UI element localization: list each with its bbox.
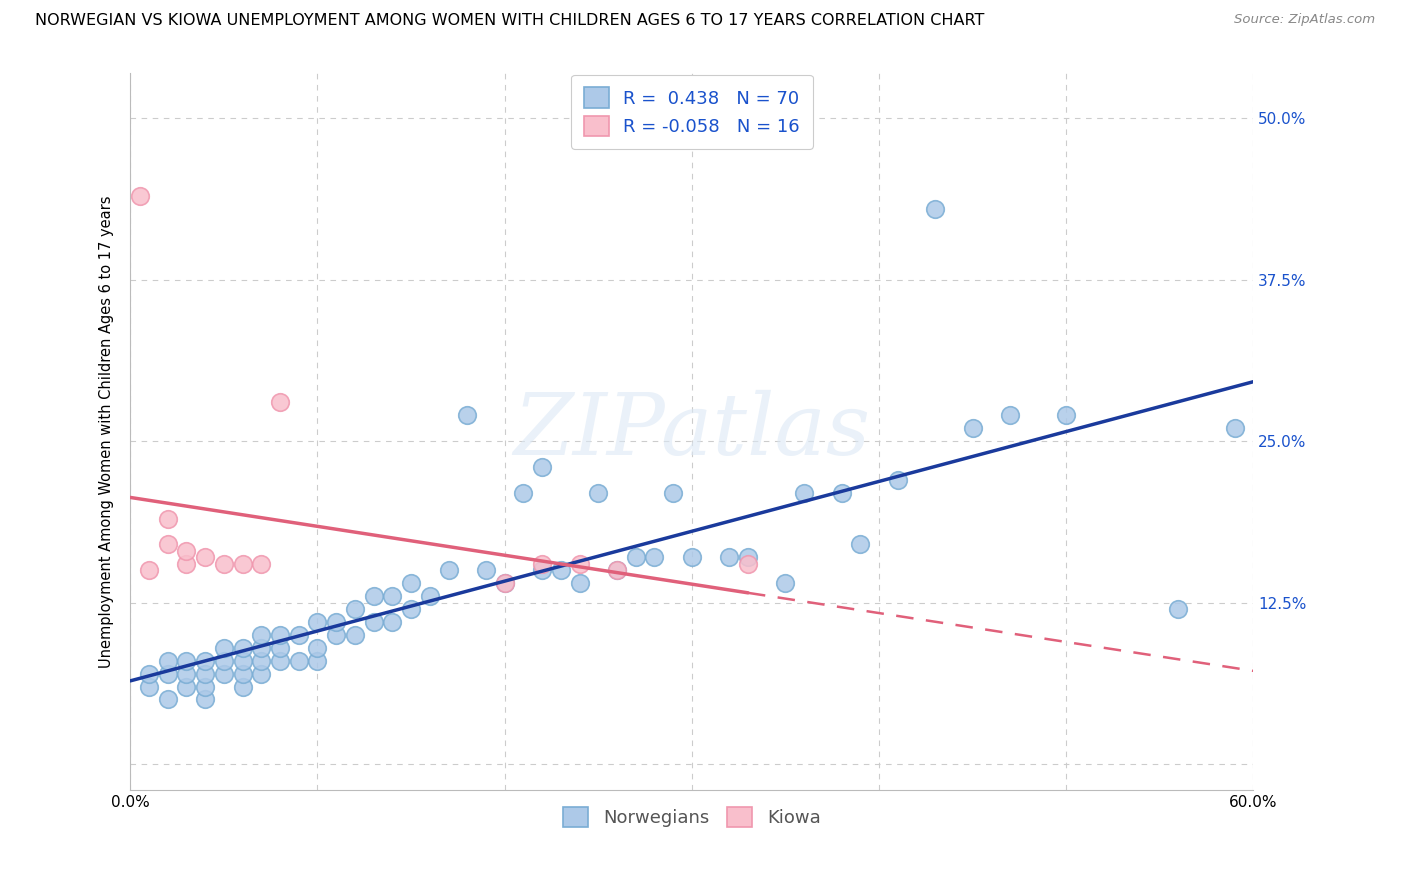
Point: [849, 537, 872, 551]
Point: [269, 654, 291, 668]
Point: [307, 640, 329, 655]
Point: [250, 654, 273, 668]
Point: [176, 680, 198, 694]
Point: [212, 557, 235, 571]
Point: [475, 563, 498, 577]
Point: [531, 563, 554, 577]
Point: [586, 485, 609, 500]
Point: [138, 666, 160, 681]
Point: [138, 563, 160, 577]
Point: [250, 640, 273, 655]
Point: [212, 640, 235, 655]
Point: [156, 537, 179, 551]
Point: [531, 557, 554, 571]
Point: [568, 576, 591, 591]
Point: [531, 460, 554, 475]
Point: [287, 654, 309, 668]
Legend: Norwegians, Kiowa: Norwegians, Kiowa: [555, 799, 828, 835]
Point: [831, 485, 853, 500]
Point: [606, 563, 628, 577]
Point: [250, 666, 273, 681]
Point: [381, 589, 404, 603]
Point: [269, 628, 291, 642]
Point: [343, 628, 366, 642]
Point: [287, 628, 309, 642]
Point: [176, 557, 198, 571]
Point: [307, 615, 329, 629]
Point: [250, 557, 273, 571]
Point: [176, 544, 198, 558]
Point: [269, 395, 291, 409]
Point: [494, 576, 516, 591]
Point: [194, 692, 217, 706]
Point: [194, 680, 217, 694]
Text: ZIPatlas: ZIPatlas: [513, 390, 870, 473]
Point: [924, 202, 946, 216]
Point: [1223, 421, 1246, 435]
Point: [681, 550, 703, 565]
Y-axis label: Unemployment Among Women with Children Ages 6 to 17 years: Unemployment Among Women with Children A…: [100, 195, 114, 668]
Point: [494, 576, 516, 591]
Point: [662, 485, 685, 500]
Point: [399, 602, 422, 616]
Text: NORWEGIAN VS KIOWA UNEMPLOYMENT AMONG WOMEN WITH CHILDREN AGES 6 TO 17 YEARS COR: NORWEGIAN VS KIOWA UNEMPLOYMENT AMONG WO…: [35, 13, 984, 29]
Point: [419, 589, 441, 603]
Point: [1167, 602, 1189, 616]
Point: [156, 692, 179, 706]
Point: [194, 654, 217, 668]
Point: [232, 666, 254, 681]
Point: [156, 654, 179, 668]
Point: [250, 628, 273, 642]
Point: [886, 473, 908, 487]
Point: [194, 666, 217, 681]
Point: [194, 550, 217, 565]
Point: [232, 640, 254, 655]
Point: [343, 602, 366, 616]
Point: [325, 628, 347, 642]
Point: [998, 409, 1021, 423]
Point: [269, 640, 291, 655]
Point: [128, 188, 150, 202]
Point: [568, 557, 591, 571]
Point: [775, 576, 797, 591]
Point: [232, 654, 254, 668]
Point: [232, 557, 254, 571]
Point: [212, 654, 235, 668]
Point: [176, 654, 198, 668]
Point: [363, 615, 385, 629]
Point: [962, 421, 984, 435]
Point: [512, 485, 534, 500]
Point: [156, 511, 179, 525]
Point: [456, 409, 478, 423]
Point: [156, 666, 179, 681]
Point: [737, 550, 759, 565]
Point: [643, 550, 665, 565]
Point: [606, 563, 628, 577]
Point: [325, 615, 347, 629]
Point: [399, 576, 422, 591]
Point: [437, 563, 460, 577]
Point: [212, 666, 235, 681]
Point: [1054, 409, 1077, 423]
Point: [138, 680, 160, 694]
Point: [793, 485, 815, 500]
Point: [363, 589, 385, 603]
Text: Source: ZipAtlas.com: Source: ZipAtlas.com: [1234, 13, 1375, 27]
Point: [737, 557, 759, 571]
Point: [550, 563, 572, 577]
Point: [232, 680, 254, 694]
Point: [624, 550, 647, 565]
Point: [176, 666, 198, 681]
Point: [718, 550, 741, 565]
Point: [307, 654, 329, 668]
Point: [381, 615, 404, 629]
